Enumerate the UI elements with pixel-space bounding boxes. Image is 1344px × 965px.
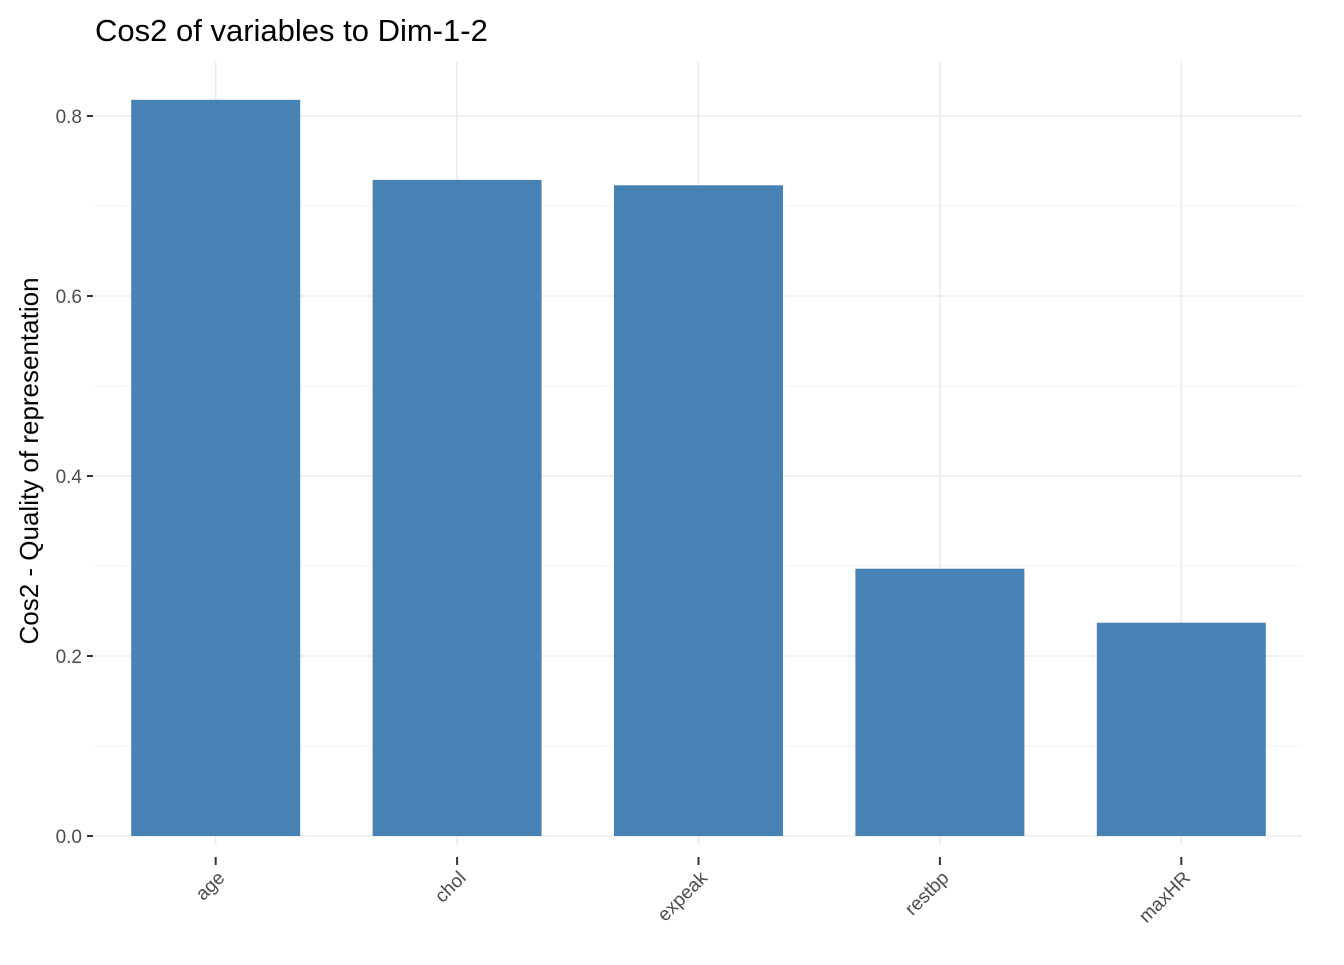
- y-tick-label: 0.0: [56, 827, 82, 848]
- y-tick-label: 0.8: [56, 107, 82, 128]
- y-tick-label: 0.2: [56, 647, 82, 668]
- y-axis: 0.0 0.2 0.4 0.6 0.8: [56, 107, 93, 848]
- bar-maxHR: [1096, 622, 1266, 836]
- x-tick-label: maxHR: [1135, 868, 1195, 928]
- bar-restbp: [855, 568, 1025, 836]
- x-tick-label: expeak: [654, 867, 713, 926]
- x-axis: age chol expeak restbp maxHR: [192, 857, 1195, 927]
- y-tick-label: 0.6: [56, 287, 82, 308]
- x-tick-label: age: [192, 868, 229, 905]
- x-tick-label: restbp: [901, 868, 953, 920]
- chart-title: Cos2 of variables to Dim-1-2: [95, 13, 488, 48]
- bar-age: [131, 99, 301, 837]
- y-axis-title: Cos2 - Quality of representation: [14, 277, 44, 644]
- bars: [131, 99, 1266, 837]
- bar-expeak: [614, 185, 783, 837]
- x-tick-label: chol: [431, 868, 470, 907]
- y-tick-label: 0.4: [56, 467, 83, 488]
- bar-chol: [372, 179, 542, 836]
